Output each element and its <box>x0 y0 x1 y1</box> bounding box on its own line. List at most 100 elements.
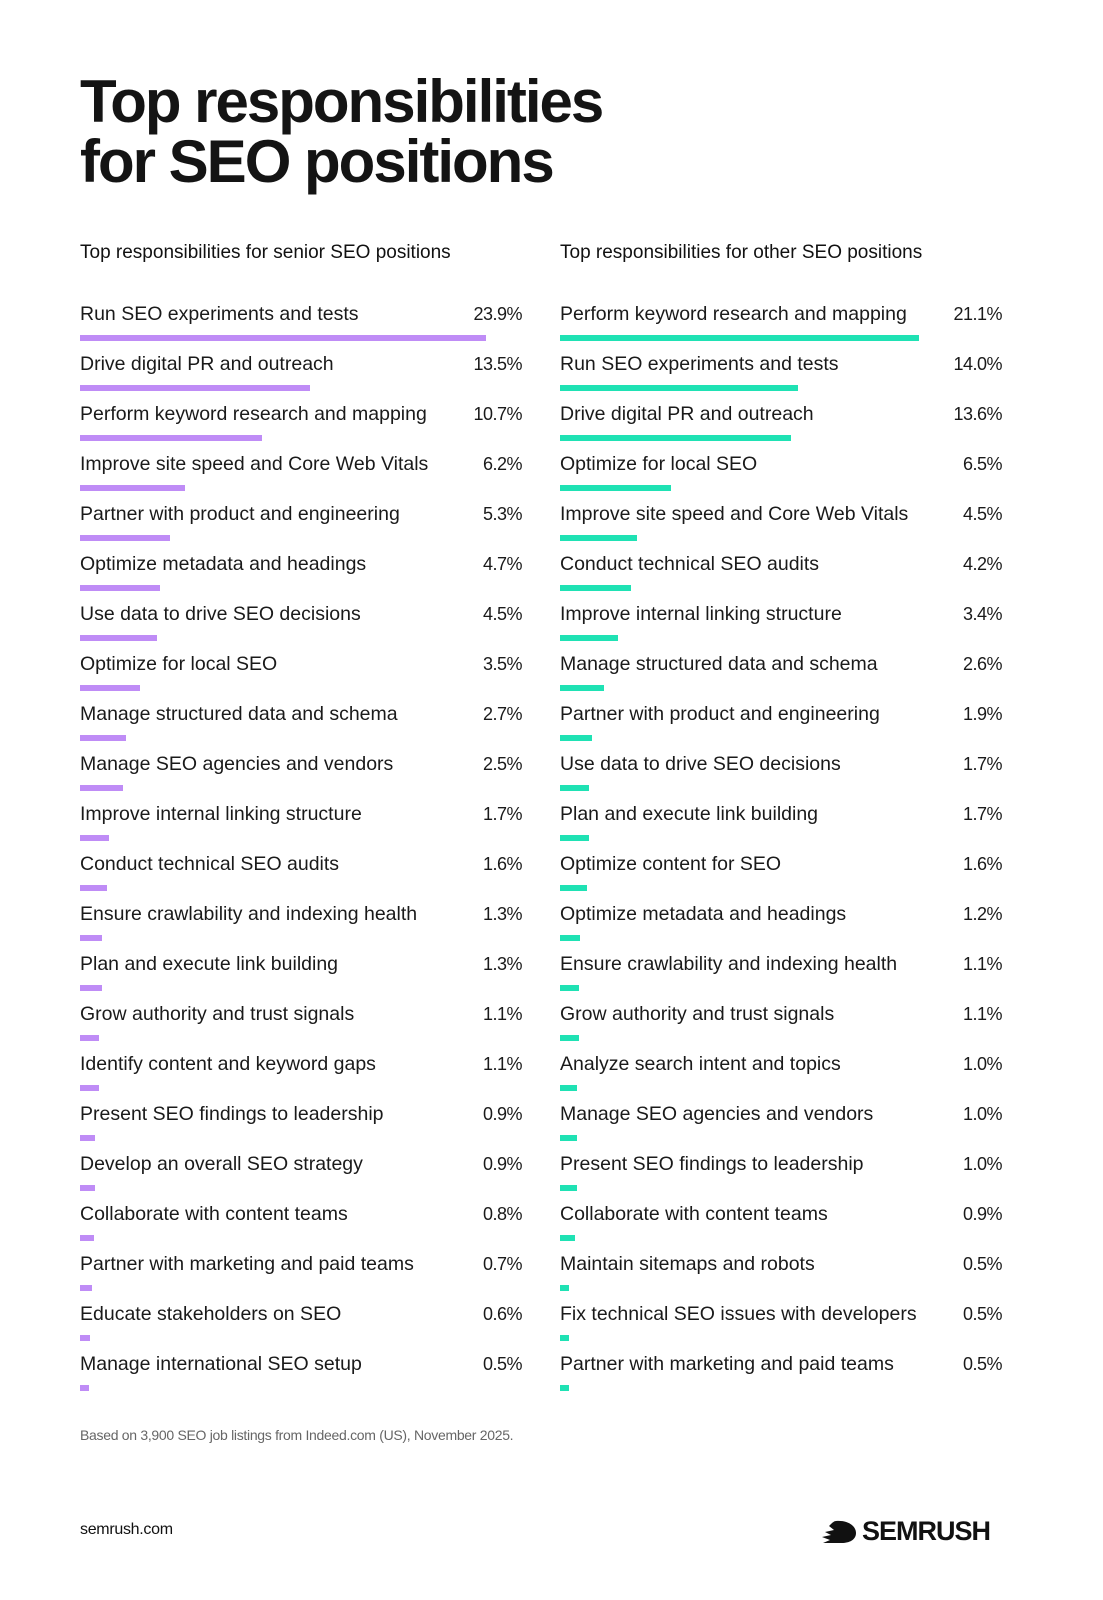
bar-label: Plan and execute link building <box>560 803 819 825</box>
bar <box>560 585 632 591</box>
bar-row: Educate stakeholders on SEO 0.6% <box>80 1300 523 1350</box>
other-chart: Top responsibilities for other SEO posit… <box>560 240 1003 1400</box>
bar-label: Optimize content for SEO <box>560 853 782 875</box>
footnote: Based on 3,900 SEO job listings from Ind… <box>80 1427 514 1443</box>
data-label: 2.7% <box>482 704 523 724</box>
bar-row: Plan and execute link building 1.3% <box>80 950 523 1000</box>
bar <box>80 385 310 391</box>
data-label: 1.7% <box>482 804 523 824</box>
bar <box>80 1135 96 1141</box>
bar-row: Optimize for local SEO 6.5% <box>560 450 1003 500</box>
bar-row: Plan and execute link building 1.7% <box>560 800 1003 850</box>
bar <box>80 885 108 891</box>
bar-row: Drive digital PR and outreach 13.6% <box>560 400 1002 450</box>
bar-row: Manage structured data and schema 2.6% <box>560 650 1003 700</box>
bar-label: Optimize for local SEO <box>560 453 758 475</box>
site-url: semrush.com <box>80 1521 173 1538</box>
senior-chart: Top responsibilities for senior SEO posi… <box>80 240 523 1400</box>
bar-row: Present SEO findings to leadership 0.9% <box>80 1100 523 1150</box>
data-label: 6.5% <box>962 454 1003 474</box>
data-label: 13.6% <box>953 404 1002 424</box>
bar <box>560 435 792 441</box>
data-label: 4.5% <box>962 504 1003 524</box>
bar-row: Partner with product and engineering 5.3% <box>80 500 523 550</box>
bar-label: Partner with product and engineering <box>80 503 400 525</box>
bar <box>80 1085 99 1091</box>
data-label: 1.7% <box>962 754 1003 774</box>
brand-name: SEMRUSH <box>862 1516 991 1546</box>
data-label: 0.9% <box>962 1204 1003 1224</box>
bar-row: Collaborate with content teams 0.8% <box>80 1200 523 1250</box>
data-label: 0.8% <box>482 1204 523 1224</box>
bar-row: Fix technical SEO issues with developers… <box>560 1300 1003 1350</box>
data-label: 6.2% <box>482 454 523 474</box>
bar <box>560 735 593 741</box>
bar <box>560 635 618 641</box>
data-label: 3.5% <box>482 654 523 674</box>
bar <box>560 385 798 391</box>
data-label: 0.5% <box>962 1304 1003 1324</box>
data-label: 1.3% <box>482 904 523 924</box>
bar <box>80 1335 91 1341</box>
bar-row: Improve site speed and Core Web Vitals 4.… <box>560 500 1003 550</box>
data-label: 0.5% <box>482 1354 523 1374</box>
bar-row: Grow authority and trust signals 1.1% <box>80 1000 523 1050</box>
bar <box>560 1385 569 1391</box>
data-label: 13.5% <box>473 354 522 374</box>
bar-row: Perform keyword research and mapping 10.7… <box>80 400 522 450</box>
bar-row: Identify content and keyword gaps 1.1% <box>80 1050 523 1100</box>
bar-row: Perform keyword research and mapping 21.1… <box>560 300 1002 350</box>
data-label: 21.1% <box>953 304 1002 324</box>
bar-label: Collaborate with content teams <box>560 1203 828 1225</box>
data-label: 1.2% <box>962 904 1003 924</box>
bar-row: Partner with marketing and paid teams 0.7… <box>80 1250 523 1300</box>
bar-row: Optimize metadata and headings 4.7% <box>80 550 523 600</box>
data-label: 2.5% <box>482 754 523 774</box>
bar-label: Ensure crawlability and indexing health <box>560 953 898 975</box>
bar-label: Manage structured data and schema <box>80 703 398 725</box>
bar-row: Drive digital PR and outreach 13.5% <box>80 350 522 400</box>
bar-row: Run SEO experiments and tests 14.0% <box>560 350 1002 400</box>
bar-label: Manage international SEO setup <box>80 1353 362 1375</box>
bar <box>560 935 581 941</box>
bar-row: Conduct technical SEO audits 4.2% <box>560 550 1003 600</box>
bar-row: Run SEO experiments and tests 23.9% <box>80 300 522 350</box>
bar-label: Optimize metadata and headings <box>80 553 367 575</box>
bar-row: Optimize content for SEO 1.6% <box>560 850 1003 900</box>
bar-label: Grow authority and trust signals <box>560 1003 835 1025</box>
bar <box>560 1135 577 1141</box>
bar <box>560 535 637 541</box>
bar <box>80 485 186 491</box>
data-label: 1.6% <box>962 854 1003 874</box>
other-chart-title: Top responsibilities for other SEO posit… <box>560 242 923 263</box>
data-label: 1.0% <box>962 1104 1003 1124</box>
bar <box>80 435 262 441</box>
bar <box>560 1335 569 1341</box>
bar <box>560 785 589 791</box>
bar-label: Present SEO findings to leadership <box>80 1103 384 1125</box>
data-label: 0.9% <box>482 1154 523 1174</box>
data-label: 1.9% <box>962 704 1003 724</box>
bar-label: Improve internal linking structure <box>80 803 362 825</box>
bar-label: Run SEO experiments and tests <box>80 303 359 325</box>
bar-label: Use data to drive SEO decisions <box>80 603 361 625</box>
bar <box>560 1085 577 1091</box>
data-label: 3.4% <box>962 604 1003 624</box>
bar-label: Optimize metadata and headings <box>560 903 847 925</box>
data-label: 14.0% <box>953 354 1002 374</box>
bar-row: Ensure crawlability and indexing health 1… <box>80 900 523 950</box>
bar-label: Conduct technical SEO audits <box>560 553 820 575</box>
bar <box>80 1235 94 1241</box>
bar-row: Present SEO findings to leadership 1.0% <box>560 1150 1003 1200</box>
bar-label: Manage SEO agencies and vendors <box>560 1103 874 1125</box>
bar-label: Run SEO experiments and tests <box>560 353 839 375</box>
bar-row: Manage international SEO setup 0.5% <box>80 1350 523 1400</box>
bar-label: Partner with product and engineering <box>560 703 880 725</box>
bar <box>560 485 671 491</box>
bar-row: Optimize for local SEO 3.5% <box>80 650 523 700</box>
bar <box>80 335 487 341</box>
bar <box>80 1285 92 1291</box>
bar <box>80 935 103 941</box>
bar-label: Develop an overall SEO strategy <box>80 1153 363 1175</box>
data-label: 1.7% <box>962 804 1003 824</box>
